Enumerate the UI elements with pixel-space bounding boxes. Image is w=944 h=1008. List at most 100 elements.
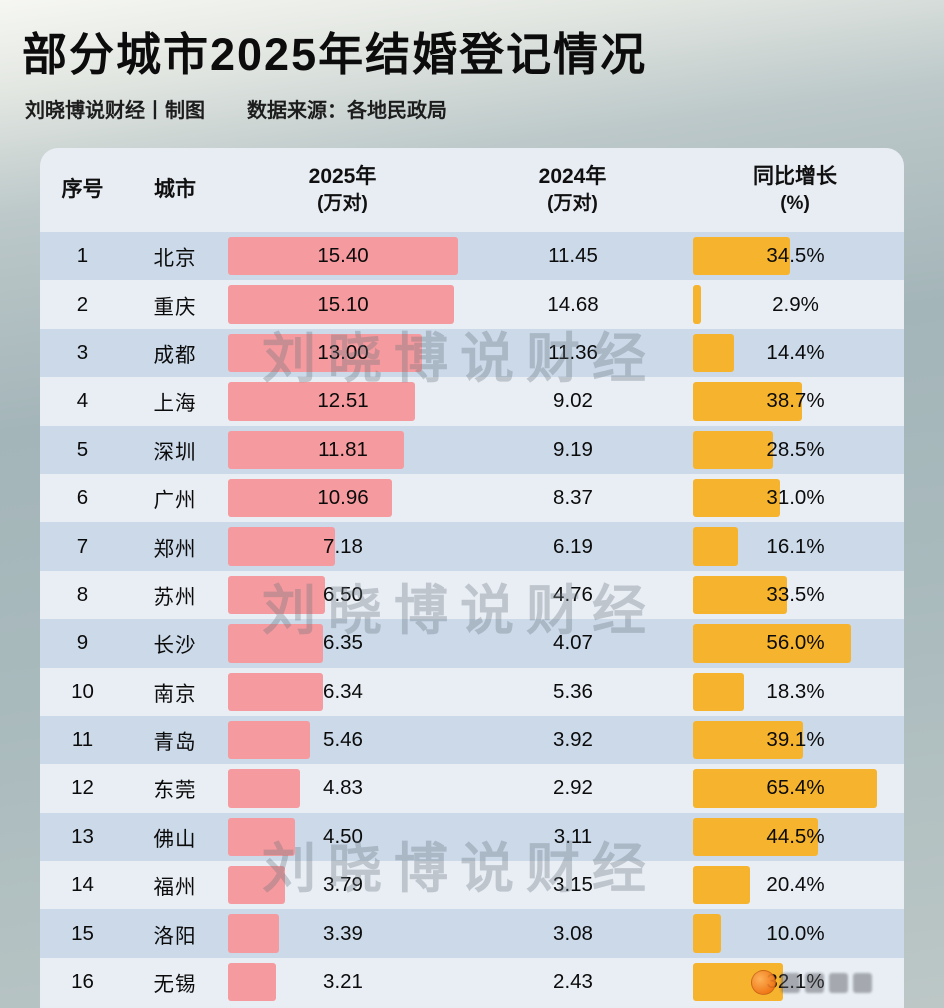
rank-cell: 9 [76, 631, 89, 655]
bar-2025 [228, 914, 279, 953]
growth-cell: 28.5% [766, 437, 825, 461]
rank-cell: 14 [71, 873, 94, 897]
city-cell: 洛阳 [153, 924, 197, 948]
growth-cell: 10.0% [766, 921, 825, 945]
table-body: 1 北京 15.40 11.45 34.5% 2 重庆 15.10 14.68 … [40, 232, 904, 1007]
rank-cell: 13 [71, 824, 94, 848]
value-2025-cell: 13.00 [317, 340, 369, 364]
value-2024-cell: 2.92 [553, 776, 593, 800]
bar-2025 [228, 430, 404, 469]
growth-cell: 18.3% [766, 679, 825, 703]
city-cell: 南京 [153, 682, 197, 706]
column-header-2025: 2025年 (万对) [308, 165, 377, 215]
bar-2025 [228, 672, 323, 711]
growth-bar [693, 430, 773, 469]
growth-cell: 20.4% [766, 873, 825, 897]
value-2024-cell: 6.19 [553, 534, 593, 558]
city-cell: 成都 [153, 343, 197, 367]
table-row: 2 重庆 15.10 14.68 2.9% [40, 280, 904, 329]
bar-2025 [228, 575, 325, 615]
value-2024-cell: 8.37 [553, 486, 593, 510]
growth-bar [693, 382, 802, 421]
table-row: 9 长沙 6.35 4.07 56.0% [40, 619, 904, 668]
author-credit: 刘晓博说财经丨制图 [25, 100, 205, 122]
value-2025-cell: 15.10 [317, 292, 369, 316]
growth-bar [693, 817, 818, 857]
city-cell: 深圳 [153, 440, 197, 464]
value-2024-cell: 11.36 [548, 340, 598, 364]
value-2025-cell: 7.18 [323, 534, 363, 558]
growth-cell: 32.1% [693, 970, 898, 994]
value-2025-cell: 3.79 [323, 873, 363, 897]
value-2025-cell: 6.34 [323, 679, 363, 703]
table-row: 11 青岛 5.46 3.92 39.1% [40, 715, 904, 765]
value-2025-cell: 4.83 [323, 776, 363, 800]
city-cell: 郑州 [153, 537, 197, 561]
city-cell: 长沙 [153, 634, 197, 658]
value-2024-cell: 3.11 [553, 824, 593, 848]
value-2024-cell: 4.07 [553, 631, 593, 655]
column-header-city: 城市 [154, 177, 196, 201]
table-row: 6 广州 10.96 8.37 31.0% [40, 473, 904, 523]
table-row: 3 成都 13.00 11.36 14.4% [40, 328, 904, 378]
value-2025-cell: 15.40 [317, 244, 369, 268]
value-2025-cell: 4.50 [323, 824, 363, 848]
column-header-growth: 同比增长 (%) [753, 165, 837, 215]
rank-cell: 3 [76, 340, 89, 364]
value-2024-cell: 4.76 [553, 582, 593, 606]
data-source: 数据来源：各地民政局 [247, 100, 447, 122]
table-row: 5 深圳 11.81 9.19 28.5% [40, 425, 904, 474]
growth-cell: 56.0% [766, 631, 825, 655]
rank-cell: 12 [71, 776, 94, 800]
marriage-table: 序号 城市 2025年 (万对) 2024年 (万对) 同比增长 (%) 1 北… [40, 148, 904, 1008]
city-cell: 上海 [153, 392, 197, 416]
rank-cell: 11 [71, 728, 94, 752]
rank-cell: 4 [76, 389, 89, 413]
bar-2025 [228, 866, 285, 905]
growth-bar [693, 866, 750, 905]
bar-2025 [228, 769, 300, 808]
city-cell: 重庆 [153, 295, 197, 319]
growth-cell: 33.5% [766, 582, 825, 606]
value-2025-cell: 10.96 [317, 486, 369, 510]
growth-cell: 16.1% [766, 534, 825, 558]
value-2024-cell: 9.19 [553, 437, 593, 461]
city-cell: 青岛 [153, 731, 197, 755]
column-header-rank: 序号 [61, 177, 104, 201]
growth-bar [693, 672, 744, 711]
page-title: 部分城市2025年结婚登记情况 [22, 29, 648, 80]
table-row: 10 南京 6.34 5.36 18.3% [40, 667, 904, 716]
growth-cell: 2.9% [772, 292, 819, 316]
growth-bar [693, 478, 780, 518]
rank-cell: 5 [76, 437, 89, 461]
value-2025-cell: 12.51 [317, 389, 369, 413]
bar-2025 [228, 527, 335, 566]
bar-2025 [228, 962, 276, 1002]
value-2024-cell: 5.36 [553, 679, 593, 703]
growth-bar [693, 720, 803, 760]
table-row: 15 洛阳 3.39 3.08 10.0% [40, 909, 904, 958]
watermark-glyph [853, 972, 872, 993]
watermark-glyph [805, 972, 824, 993]
value-2024-cell: 3.92 [553, 728, 593, 752]
value-2025-cell: 3.21 [323, 970, 363, 994]
growth-bar [693, 285, 701, 324]
bar-2025 [228, 285, 454, 324]
city-cell: 广州 [153, 489, 197, 513]
value-2025-cell: 11.81 [318, 437, 368, 461]
bar-2025 [228, 478, 392, 518]
growth-cell: 44.5% [766, 824, 825, 848]
table-row: 7 郑州 7.18 6.19 16.1% [40, 522, 904, 571]
growth-cell: 65.4% [766, 776, 825, 800]
city-cell: 北京 [153, 247, 197, 271]
growth-bar [693, 575, 787, 615]
app-watermark-badge [751, 970, 872, 995]
value-2025-cell: 6.35 [323, 631, 363, 655]
rank-cell: 8 [76, 582, 89, 606]
page-header: 部分城市2025年结婚登记情况 刘晓博说财经丨制图 数据来源：各地民政局 [0, 0, 944, 148]
bar-2025 [228, 333, 422, 373]
value-2024-cell: 3.08 [553, 921, 593, 945]
watermark-glyph [829, 972, 848, 993]
value-2024-cell: 14.68 [547, 292, 599, 316]
